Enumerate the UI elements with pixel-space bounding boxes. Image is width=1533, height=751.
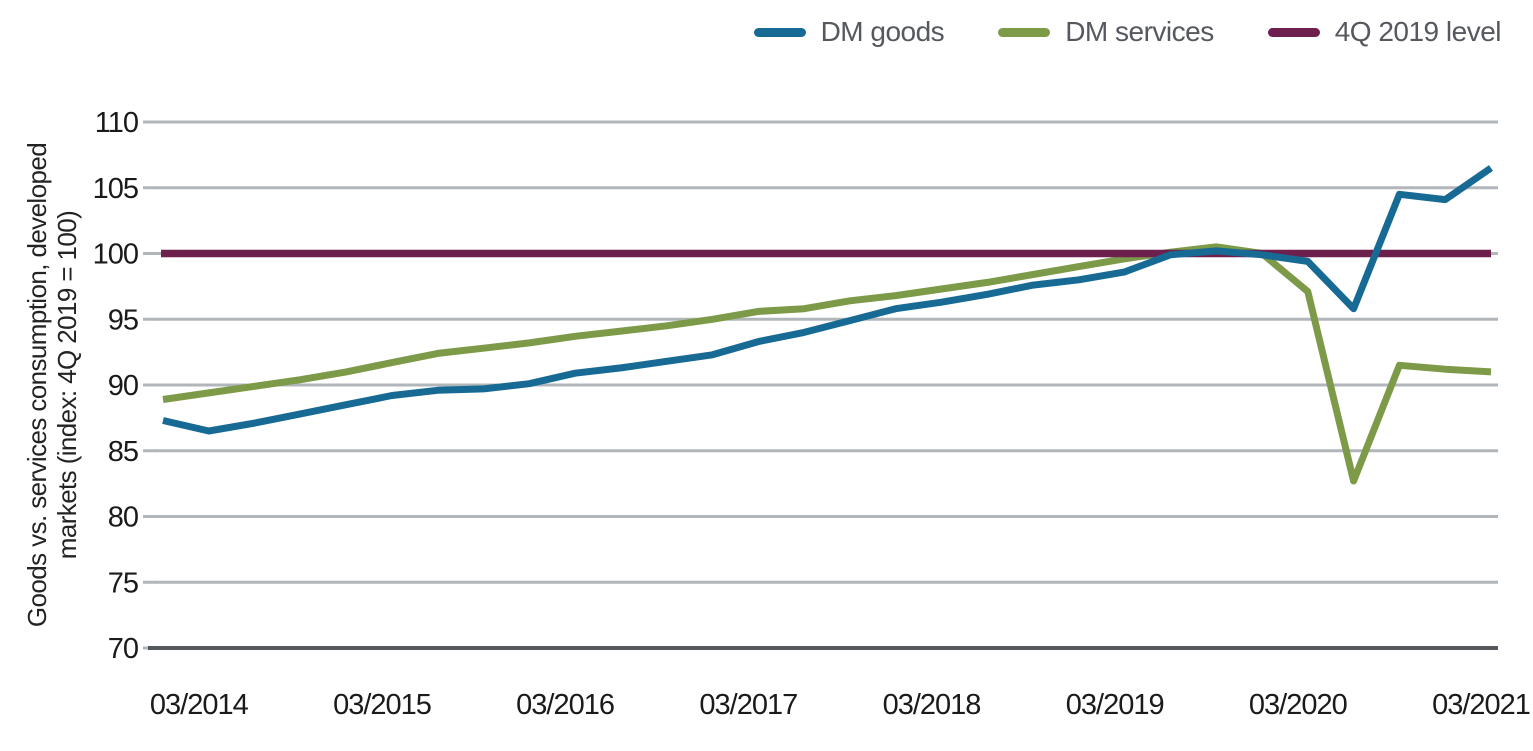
- legend-item-dm-services: DM services: [998, 16, 1214, 48]
- legend-label-dm-goods: DM goods: [820, 16, 945, 47]
- legend-item-4q2019-level: 4Q 2019 level: [1267, 16, 1502, 48]
- dm-services-line: [162, 243, 1492, 485]
- svg-text:03/2014: 03/2014: [150, 689, 249, 721]
- dm-goods-line: [162, 165, 1493, 435]
- svg-text:100: 100: [93, 239, 138, 271]
- svg-text:110: 110: [95, 107, 138, 139]
- y-axis-title-line2: markets (index: 4Q 2019 = 100): [52, 210, 82, 560]
- svg-text:75: 75: [108, 567, 138, 599]
- x-tick-labels: 03/2014 03/2015 03/2016 03/2017 03/2018 03/20…: [150, 689, 1531, 721]
- legend-label-dm-services: DM services: [1065, 16, 1214, 47]
- svg-text:95: 95: [108, 304, 138, 336]
- gridlines: [155, 120, 1498, 584]
- svg-text:90: 90: [108, 370, 138, 402]
- svg-text:03/2019: 03/2019: [1066, 689, 1164, 721]
- y-axis-title: Goods vs. services consumption, develope…: [22, 143, 82, 627]
- svg-text:105: 105: [93, 173, 138, 205]
- y-tick-marks: [143, 120, 156, 650]
- legend-swatch-dm-services: [998, 27, 1051, 37]
- svg-text:03/2015: 03/2015: [333, 689, 431, 721]
- svg-text:03/2020: 03/2020: [1249, 689, 1347, 721]
- legend-swatch-dm-goods: [753, 27, 806, 37]
- y-axis-title-line1: Goods vs. services consumption, develope…: [22, 142, 52, 628]
- svg-text:80: 80: [108, 502, 138, 534]
- legend-item-dm-goods: DM goods: [753, 16, 945, 48]
- svg-text:03/2017: 03/2017: [699, 689, 797, 721]
- legend-swatch-4q2019-level: [1267, 27, 1320, 37]
- legend: DM goods DM services 4Q 2019 level: [753, 16, 1502, 48]
- svg-text:70: 70: [108, 633, 138, 665]
- legend-label-4q2019-level: 4Q 2019 level: [1334, 16, 1502, 47]
- svg-text:85: 85: [108, 436, 138, 468]
- y-tick-labels: 110 105 100 95 90 85 80 75 70: [93, 107, 139, 665]
- svg-text:03/2016: 03/2016: [516, 689, 614, 721]
- svg-text:03/2021: 03/2021: [1432, 689, 1530, 721]
- svg-text:03/2018: 03/2018: [883, 689, 981, 721]
